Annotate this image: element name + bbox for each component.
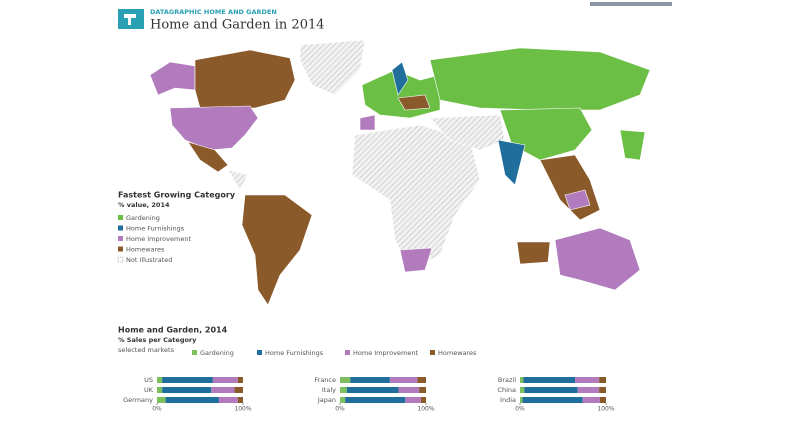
category-label: Brazil (498, 376, 516, 384)
bar-segment (162, 387, 212, 393)
series-swatch (192, 350, 197, 355)
legend-swatch (118, 225, 123, 231)
category-label: UK (144, 386, 154, 394)
bar-segment (420, 397, 426, 403)
bar-segment (520, 377, 524, 383)
bar-segment (340, 397, 346, 403)
bar-segment (524, 387, 578, 393)
legend-label: Home Furnishings (126, 225, 185, 233)
chart-subtitle: % Sales per Category (118, 336, 197, 344)
bar-segment (582, 397, 600, 403)
legend-subtitle: % value, 2014 (118, 201, 170, 209)
bar-segment (520, 387, 525, 393)
world-map (149, 39, 651, 306)
map-legend: Fastest Growing Category % value, 2014 G… (117, 191, 236, 264)
bar-segment (346, 387, 399, 393)
legend-label: Homewares (438, 349, 477, 357)
category-label: Japan (317, 396, 336, 404)
chart-title: Home and Garden, 2014 (118, 326, 228, 335)
bar-segment (157, 397, 166, 403)
bar-segment (165, 397, 219, 403)
bar-segment (577, 387, 600, 393)
category-label: Italy (322, 386, 336, 394)
series-swatch (430, 350, 435, 355)
bar-segment (350, 377, 390, 383)
legend-swatch (118, 215, 123, 220)
title: Home and Garden in 2014 (150, 18, 325, 33)
legend-swatch (118, 236, 123, 241)
bar-segment (419, 387, 426, 393)
top-bar (590, 2, 672, 6)
x-tick-label: 100% (597, 406, 614, 413)
x-tick-label: 0% (152, 406, 162, 413)
legend-label: Gardening (126, 214, 160, 222)
bar-segment (405, 397, 421, 403)
category-label: China (497, 386, 516, 394)
bar-section: Home and Garden, 2014 % Sales per Catego… (118, 326, 228, 355)
bar-segment (237, 377, 243, 383)
bar-segment (218, 397, 238, 403)
x-tick-label: 100% (417, 406, 434, 413)
bar-segment (523, 377, 576, 383)
bar-segment (522, 397, 583, 403)
bar-segment (398, 387, 420, 393)
x-tick-label: 0% (515, 406, 525, 413)
bar-segment (599, 397, 606, 403)
bar-segment (340, 377, 351, 383)
legend-swatch (117, 256, 124, 263)
bar-segment (234, 387, 243, 393)
legend-label: Homewares (126, 246, 165, 254)
bar-segment (212, 377, 238, 383)
legend-label: Not Illustrated (126, 256, 172, 264)
x-tick-label: 100% (234, 406, 251, 413)
series-swatch (257, 350, 262, 355)
bar-segment (575, 377, 600, 383)
legend-label: Home Furnishings (265, 349, 324, 357)
legend-title: Fastest Growing Category (118, 191, 236, 200)
legend-label: Home Improvement (126, 235, 191, 243)
category-label: Germany (123, 396, 153, 404)
legend-label: Home Improvement (353, 349, 418, 357)
x-tick-label: 0% (335, 406, 345, 413)
category-label: India (500, 396, 516, 404)
bar-segment (389, 377, 418, 383)
bar-segment (520, 397, 523, 403)
bar-segment (211, 387, 235, 393)
bar-segment (162, 377, 213, 383)
bar-segment (599, 387, 606, 393)
bar-segment (157, 387, 163, 393)
chart-note: selected markets (118, 346, 175, 354)
bar-segment (417, 377, 426, 383)
series-swatch (345, 350, 350, 355)
category-label: France (314, 376, 336, 384)
hammer-icon (124, 14, 136, 25)
kicker: DATAGRAPHIC HOME AND GARDEN (150, 8, 277, 16)
bar-segment (340, 387, 347, 393)
bar-segment (599, 377, 606, 383)
bar-segment (157, 377, 163, 383)
bar-segment (345, 397, 406, 403)
category-label: US (144, 376, 153, 384)
legend-label: Gardening (200, 349, 234, 357)
legend-swatch (118, 246, 123, 252)
bar-segment (237, 397, 243, 403)
